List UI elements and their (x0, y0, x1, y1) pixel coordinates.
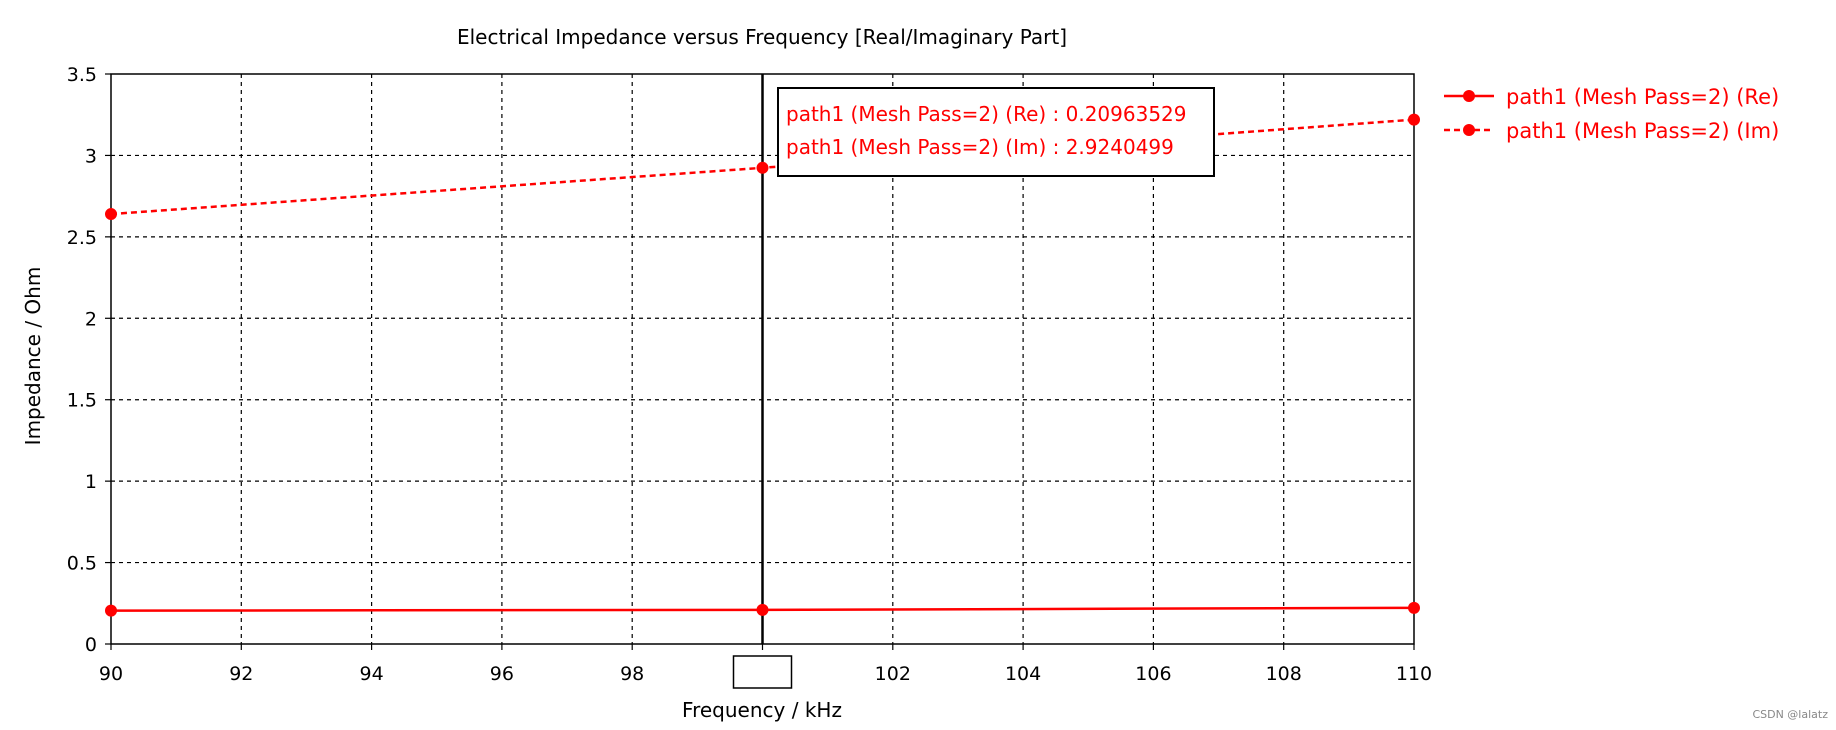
data-point-im[interactable] (105, 208, 117, 221)
legend-label-re: path1 (Mesh Pass=2) (Re) (1506, 85, 1779, 109)
legend-label-im: path1 (Mesh Pass=2) (Im) (1506, 119, 1779, 143)
y-tick-label: 3.5 (67, 64, 97, 86)
marker-x-label-box (732, 655, 793, 689)
x-tick-label: 96 (490, 663, 514, 685)
y-tick-label: 0 (85, 634, 97, 656)
x-tick-label: 94 (360, 663, 384, 685)
x-tick-label: 110 (1396, 663, 1432, 685)
x-tick-label: 90 (99, 663, 123, 685)
x-tick-label: 98 (620, 663, 644, 685)
series-layer (105, 113, 1420, 617)
y-tick-label: 2.5 (67, 227, 97, 249)
x-tick-label: 108 (1266, 663, 1302, 685)
legend: path1 (Mesh Pass=2) (Re) path1 (Mesh Pas… (1444, 85, 1779, 143)
x-tick-label: 92 (229, 663, 253, 685)
x-axis-label: Frequency / kHz (682, 698, 842, 722)
data-point-re[interactable] (1408, 601, 1420, 614)
legend-item-re[interactable]: path1 (Mesh Pass=2) (Re) (1444, 85, 1779, 109)
x-tick-label: 106 (1135, 663, 1171, 685)
legend-marker-im (1463, 124, 1475, 136)
data-point-re[interactable] (105, 604, 117, 617)
y-tick-label: 0.5 (67, 553, 97, 575)
y-axis-label: Impedance / Ohm (21, 267, 45, 446)
data-point-re[interactable] (756, 603, 769, 616)
y-tick-label: 1.5 (67, 390, 97, 412)
tooltip-box (777, 87, 1215, 177)
watermark: CSDN @lalatz (1752, 708, 1828, 721)
x-tick-label: 104 (1005, 663, 1041, 685)
tooltip-line-re: path1 (Mesh Pass=2) (Re) : 0.20963529 (786, 102, 1187, 126)
y-tick-label: 3 (85, 145, 97, 167)
y-tick-label: 1 (85, 471, 97, 493)
legend-item-im[interactable]: path1 (Mesh Pass=2) (Im) (1444, 119, 1779, 143)
legend-marker-re (1463, 90, 1475, 102)
x-tick-labels: 9092949698100102104106108110 (99, 644, 1432, 685)
marker-tooltip: path1 (Mesh Pass=2) (Re) : 0.20963529 pa… (777, 87, 1215, 177)
data-point-im[interactable] (756, 161, 769, 174)
y-tick-label: 2 (85, 308, 97, 330)
chart-title: Electrical Impedance versus Frequency [R… (457, 25, 1067, 49)
data-point-im[interactable] (1408, 113, 1420, 126)
tooltip-line-im: path1 (Mesh Pass=2) (Im) : 2.9240499 (786, 135, 1174, 159)
x-tick-label: 102 (875, 663, 911, 685)
y-tick-labels: 0 0.5 1 1.5 2 2.5 3 3.5 (67, 64, 111, 656)
